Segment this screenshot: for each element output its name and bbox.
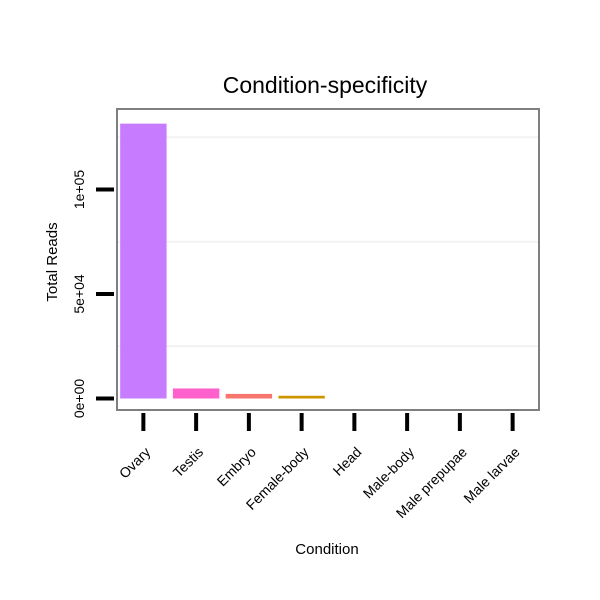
x-tick-label: Embryo	[214, 444, 260, 490]
gridlines	[118, 136, 538, 348]
y-axis: 0e+00 5e+04 1e+05	[71, 170, 114, 419]
bar-female-body	[278, 395, 325, 399]
x-tick-label: Testis	[170, 444, 207, 481]
bars	[120, 123, 325, 399]
plot-panel	[116, 108, 540, 411]
bar-embryo	[225, 393, 273, 399]
x-tick-label: Male larvae	[460, 444, 523, 507]
x-axis-title: Condition	[295, 541, 358, 558]
y-axis-title: Total Reads	[44, 222, 61, 301]
y-tick-label: 5e+04	[71, 274, 87, 314]
x-tick-label: Ovary	[116, 444, 154, 482]
y-tick-label: 1e+05	[71, 170, 87, 210]
chart-title: Condition-specificity	[223, 72, 428, 98]
x-tick-label: Head	[330, 444, 365, 479]
bar-testis	[172, 388, 220, 399]
bar-ovary	[120, 123, 167, 399]
y-tick-label: 0e+00	[71, 379, 87, 419]
